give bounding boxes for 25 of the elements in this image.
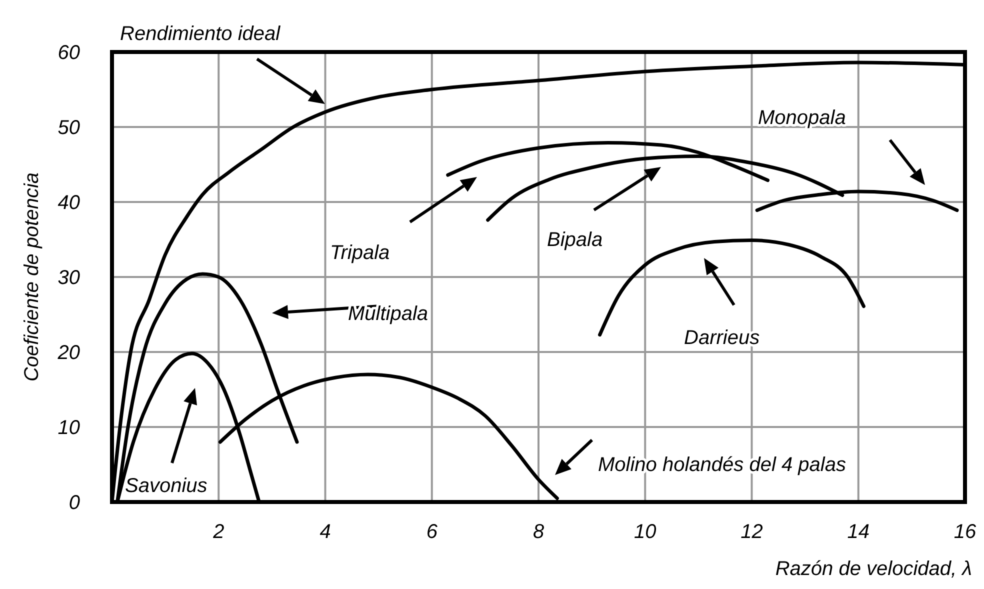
annotation: Monopala [758,107,846,129]
x-tick-label: 4 [320,521,331,543]
annotation: Savonius [125,475,208,497]
annotation: Tripala [330,242,390,264]
text: Rendimiento ideal [120,23,281,45]
x-tick-label: 6 [426,521,438,543]
x-tick-label: 12 [740,521,763,543]
x-tick-label: 2 [212,521,224,543]
y-tick-label: 60 [58,42,80,64]
x-axis-title: Razón de velocidad, λ [775,558,972,580]
annotation: Multipala [348,303,428,325]
y-tick-label: 10 [58,417,80,439]
y-tick-label: 50 [58,117,80,139]
annotation: Molino holandés del 4 palas [598,454,846,476]
y-tick-label: 30 [58,267,80,289]
x-tick-label: 8 [532,521,544,543]
annotation: Bipala [547,229,603,251]
x-tick-label: 10 [634,521,656,543]
annotation: Darrieus [684,327,760,349]
x-tick-label: 14 [847,521,870,543]
y-tick-label: 20 [56,342,80,364]
y-axis-title: Coeficiente de potencia [21,172,43,382]
y-tick-label: 0 [68,492,80,514]
y-tick-label: 40 [58,192,80,214]
x-tick-label: 16 [954,521,977,543]
